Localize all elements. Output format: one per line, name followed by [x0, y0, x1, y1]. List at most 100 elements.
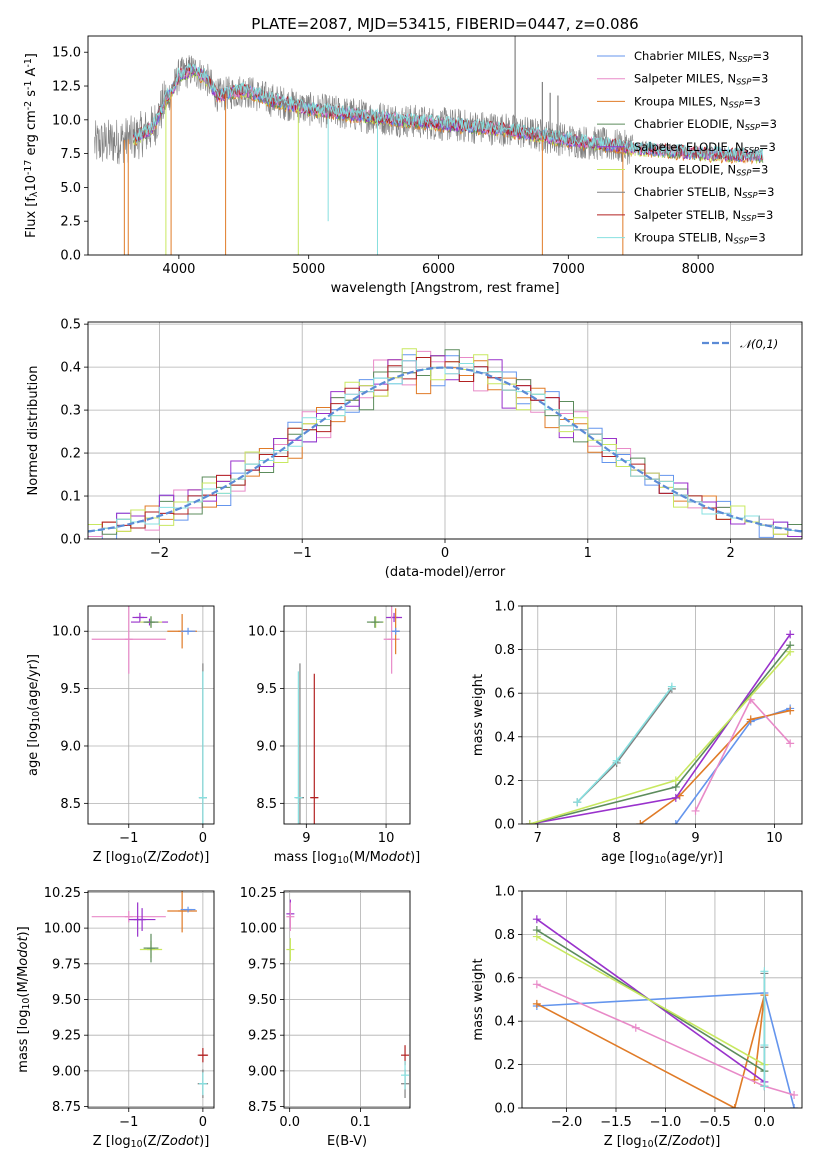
errorbar-salpeter_elodie	[132, 612, 148, 623]
y-tick-label: 0.6	[494, 971, 515, 986]
y-tick-label: 9.00	[52, 1064, 81, 1079]
y-tick-label: 0.2	[494, 774, 515, 789]
x-tick-label: −1.5	[600, 1115, 632, 1130]
y-tick-label: 0.4	[60, 361, 81, 376]
y-tick-label: 9.50	[52, 993, 81, 1008]
x-tick-label: −1.0	[650, 1115, 682, 1130]
x-tick-label: 1	[584, 546, 592, 561]
legend-label: Kroupa MILES, NSSP=3	[634, 94, 761, 109]
errorbar-kroupa_elodie	[286, 938, 295, 961]
weight-line-kroupa_miles	[639, 709, 791, 824]
x-axis-label: wavelength [Angstrom, rest frame]	[331, 281, 560, 296]
plot-area	[94, 36, 764, 255]
x-tick-label: 8	[613, 831, 621, 846]
weight-line-salpeter_miles	[694, 698, 791, 812]
model-spectrum-kroupa_stelib	[133, 63, 764, 160]
y-tick-label: 10.00	[44, 922, 81, 937]
y-axis-label: mass weight	[471, 958, 486, 1040]
y-tick-label: 10.0	[52, 113, 81, 128]
chart-spectrum: 4000 5000 6000 7000 8000 0.0 2.5 5.0 7.5 10.0 12.5…	[23, 15, 803, 296]
weight-point	[730, 1104, 739, 1108]
errorbar-salpeter_stelib	[197, 1048, 209, 1063]
weight-line-kroupa_elodie	[529, 651, 791, 824]
x-tick-label: −2.0	[551, 1115, 583, 1130]
y-tick-label: 0.3	[60, 404, 81, 419]
weight-point	[786, 706, 795, 715]
y-tick-label: 9.5	[256, 682, 277, 697]
legend-label: Chabrier STELIB, NSSP=3	[634, 185, 774, 200]
y-tick-label: 0.0	[494, 1102, 515, 1117]
errorbar-chabrier_elodie	[366, 616, 383, 628]
y-tick-label: 9.75	[248, 957, 277, 972]
y-axis-label: Flux [fλ10-17 erg cm-2 s-1 A-1]	[23, 53, 40, 238]
chart-z_mass: −1 0 8.75 9.00 9.25 9.50 9.75 10.00 10.25 Z [log1…	[16, 886, 215, 1150]
legend-label: Kroupa STELIB, NSSP=3	[634, 231, 766, 246]
y-tick-label: 9.25	[52, 1029, 81, 1044]
x-tick-label: 6000	[422, 262, 455, 277]
plot-area	[286, 899, 410, 1099]
weight-point	[671, 793, 680, 802]
y-tick-label: 0.8	[494, 643, 515, 658]
x-tick-label: −1	[119, 831, 138, 846]
y-tick-label: 0.2	[494, 1058, 515, 1073]
errorbar-salpeter_elodie	[128, 908, 156, 931]
x-tick-label: 0	[199, 831, 207, 846]
x-tick-label: −0.5	[699, 1115, 731, 1130]
errorbar-chabrier_miles	[391, 627, 400, 635]
chart-z_weight: −2.0 −1.5 −1.0 −0.5 0.0 0.0 0.2 0.4 0.6 0.8 1.0 Z […	[471, 885, 803, 1150]
x-tick-label: 9	[691, 831, 699, 846]
y-tick-label: 0.1	[60, 490, 81, 505]
y-tick-label: 10.00	[240, 922, 277, 937]
y-axis-label: Normed distribution	[26, 366, 41, 496]
y-tick-label: 0.0	[494, 818, 515, 833]
errorbar-salpeter_miles	[91, 606, 166, 674]
weight-line-kroupa_stelib	[576, 686, 673, 803]
plot-area	[88, 348, 802, 539]
errorbar-salpeter_miles	[383, 606, 400, 674]
plot-area	[294, 606, 403, 824]
x-tick-label: −1	[293, 546, 312, 561]
errorbar-salpeter_stelib	[310, 673, 319, 824]
weight-point	[636, 820, 645, 824]
x-tick-label: −2	[150, 546, 169, 561]
weight-point	[790, 1090, 799, 1099]
chart-mass_age: 9 10 8.5 9.0 9.5 10.0 mass [log10(M/Modot)]	[248, 605, 420, 866]
weight-line-salpeter_elodie	[529, 633, 791, 824]
errorbar-kroupa_miles	[167, 891, 197, 933]
weight-point	[790, 1104, 799, 1108]
weight-point	[691, 806, 700, 815]
x-axis-label: Z [log10(Z/Zodot)]	[604, 1134, 721, 1150]
y-tick-label: 0.2	[60, 447, 81, 462]
x-axis-label: Z [log10(Z/Zodot)]	[93, 1134, 210, 1150]
x-axis-label: E(B-V)	[327, 1134, 367, 1149]
axes-frame	[87, 605, 215, 825]
y-tick-label: 0.5	[60, 318, 81, 333]
plot-area	[91, 891, 209, 1099]
legend-label: Chabrier MILES, NSSP=3	[634, 49, 769, 64]
plot-area	[525, 630, 795, 824]
errorbar-salpeter_miles	[286, 902, 295, 931]
x-tick-label: 0.0	[754, 1115, 775, 1130]
histogram-chabrier_elodie	[88, 349, 802, 535]
axes-frame	[87, 35, 803, 256]
x-axis-label: (data-model)/error	[385, 565, 506, 580]
x-tick-label: −1	[119, 1115, 138, 1130]
legend: Chabrier MILES, NSSP=3 Salpeter MILES, NS…	[597, 49, 777, 246]
chart-title: PLATE=2087, MJD=53415, FIBERID=0447, z=0…	[251, 15, 638, 33]
weight-point	[786, 630, 795, 639]
y-tick-label: 2.5	[60, 215, 81, 230]
x-tick-label: 0	[199, 1115, 207, 1130]
y-tick-label: 9.25	[248, 1029, 277, 1044]
x-tick-label: 7	[534, 831, 542, 846]
chart-age_weight: 7 8 9 10 0.0 0.2 0.4 0.6 0.8 1.0 age [log10(age/yr…	[471, 600, 803, 866]
x-tick-label: 9	[302, 831, 310, 846]
model-spectrum-salpeter_miles	[133, 65, 764, 161]
errorbar-chabrier_elodie	[143, 933, 159, 963]
axes-frame	[87, 890, 215, 1109]
weight-point	[667, 682, 676, 691]
chart-z_age: −1 0 8.5 9.0 9.5 10.0 Z [log10(Z/Zodot)] age [l…	[26, 605, 215, 866]
y-tick-label: 9.00	[248, 1064, 277, 1079]
weight-point	[760, 967, 769, 976]
y-tick-label: 10.0	[248, 625, 277, 640]
